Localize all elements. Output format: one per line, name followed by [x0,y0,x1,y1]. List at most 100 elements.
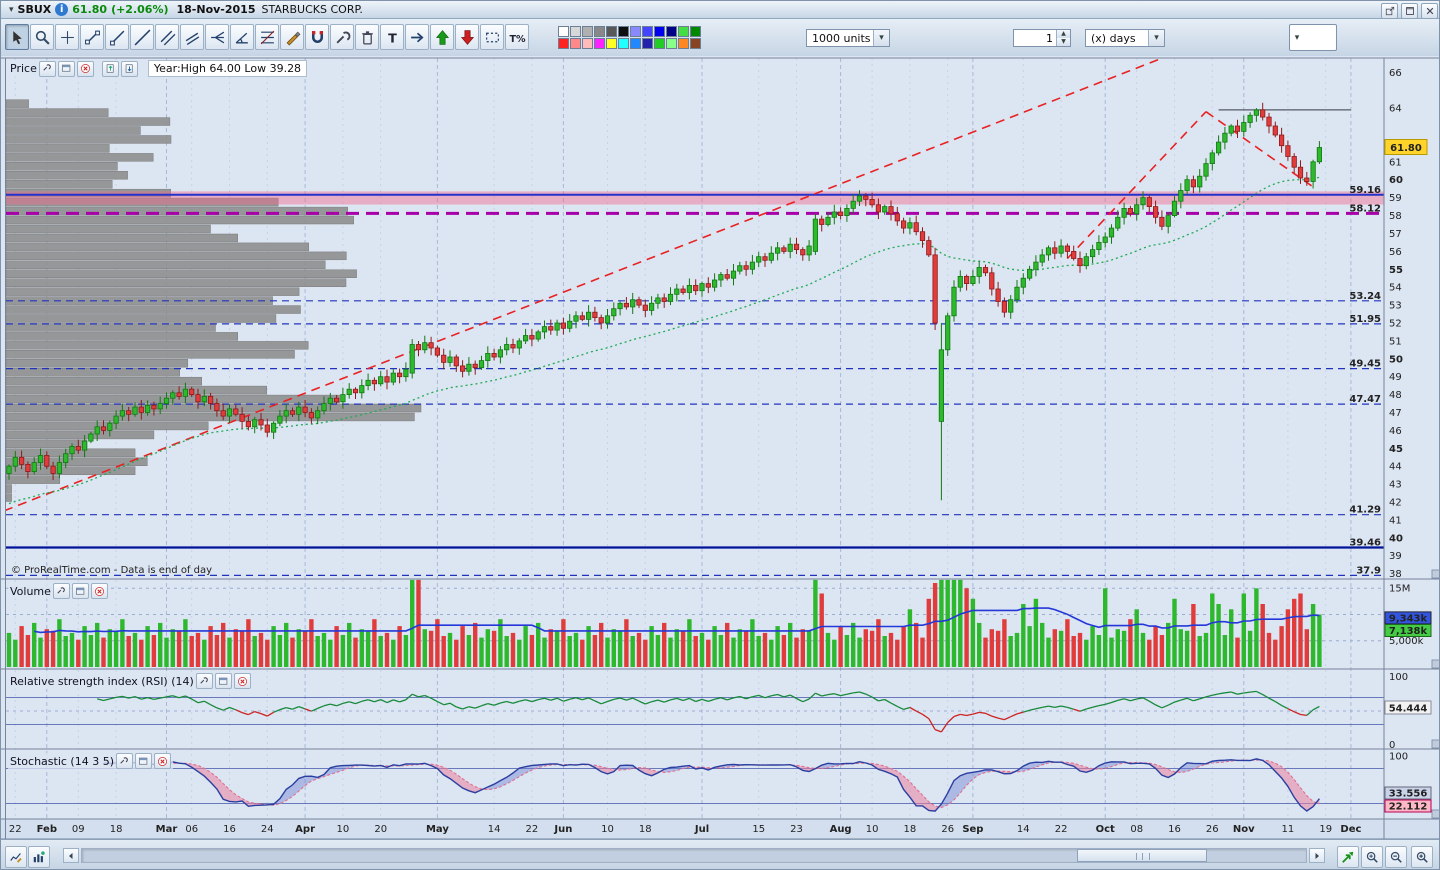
angle-line-tool-button[interactable] [230,24,254,50]
price-move-up-button[interactable] [101,60,119,77]
units-select[interactable]: 1000 units ▾ [806,29,890,47]
rsi-close-button[interactable] [233,673,251,689]
magnet-tool-button[interactable] [305,24,329,50]
trash-tool-button[interactable] [355,24,379,50]
stochastic-window-button[interactable] [135,753,153,769]
ray-tool-button[interactable] [105,24,129,50]
pencil-tool-button[interactable] [280,24,304,50]
chevron-down-icon[interactable]: ▾ [873,30,889,46]
palette-color[interactable] [642,38,653,49]
palette-color[interactable] [618,26,629,37]
svg-text:14: 14 [1017,824,1030,835]
svg-text:53.24: 53.24 [1349,291,1381,302]
svg-text:22: 22 [9,824,22,835]
svg-text:5,000k: 5,000k [1389,636,1424,647]
palette-color[interactable] [582,26,593,37]
palette-color[interactable] [594,26,605,37]
scrollbar-thumb[interactable] [1077,849,1207,862]
palette-color[interactable] [558,26,569,37]
trendlines-layer[interactable] [1,56,1351,516]
pitchfork-tool-button[interactable] [205,24,229,50]
palette-color[interactable] [678,38,689,49]
fibonacci-tool-button[interactable] [255,24,279,50]
volume-ma-line [34,607,1320,634]
panel-resize-handle[interactable] [1431,659,1440,669]
horizontal-scrollbar[interactable] [81,848,1307,863]
extended-line-tool-button[interactable] [130,24,154,50]
palette-color[interactable] [690,38,701,49]
chart-edit-button[interactable] [5,846,27,868]
svg-text:18: 18 [904,824,917,835]
palette-color[interactable] [630,38,641,49]
chevron-down-icon[interactable]: ▾ [1294,32,1300,43]
palette-color[interactable] [606,38,617,49]
palette-color[interactable] [570,38,581,49]
palette-color[interactable] [594,38,605,49]
palette-color[interactable] [678,26,689,37]
palette-color[interactable] [642,26,653,37]
text-tool-button[interactable]: T [380,24,404,50]
spinner-arrows[interactable]: ▲ ▼ [1056,30,1070,46]
timeframe-select[interactable]: (x) days ▾ [1085,29,1165,47]
zoom-in-button[interactable] [1411,846,1433,868]
svg-text:60: 60 [1389,175,1403,186]
chart-type-button[interactable]: ▾ [1289,24,1337,57]
palette-color[interactable] [666,38,677,49]
arrow-annotation-tool-button[interactable] [405,24,429,50]
zoom-tool-button[interactable] [30,24,54,50]
chart-compare-button[interactable] [28,846,50,868]
palette-color[interactable] [666,26,677,37]
pointer-tool-button[interactable] [5,24,29,50]
palette-color[interactable] [606,26,617,37]
volume-close-button[interactable] [90,583,108,599]
cross-cursor-tool-button[interactable] [55,24,79,50]
info-icon[interactable]: i [55,3,69,16]
palette-color[interactable] [690,26,701,37]
stochastic-close-button[interactable] [154,753,172,769]
price-move-down-button[interactable] [120,60,138,77]
palette-color[interactable] [582,38,593,49]
text-percent-tool-button[interactable]: T% [505,24,529,50]
zoom-out-button[interactable] [1385,846,1407,868]
close-window-button[interactable] [1421,3,1438,19]
rsi-settings-button[interactable] [195,673,213,689]
stochastic-settings-button[interactable] [116,753,134,769]
palette-color[interactable] [630,26,641,37]
svg-text:Dec: Dec [1340,824,1361,835]
volume-window-button[interactable] [71,583,89,599]
rsi-window-button[interactable] [214,673,232,689]
palette-color[interactable] [618,38,629,49]
parallel-lines-tool-button[interactable] [180,24,204,50]
palette-color[interactable] [654,38,665,49]
zoom-fit-button[interactable] [1361,846,1383,868]
auto-scroll-button[interactable] [1337,846,1359,868]
detach-window-button[interactable] [1381,3,1398,19]
price-window-button[interactable] [57,60,75,77]
trend-channel-tool-button[interactable] [155,24,179,50]
svg-text:50: 50 [1389,354,1403,365]
change-percent-label: (+2.06%) [111,3,169,16]
down-arrow-tool-button[interactable] [455,24,479,50]
palette-color[interactable] [654,26,665,37]
volume-settings-button[interactable] [52,583,70,599]
panel-resize-handle[interactable] [1431,809,1440,819]
units-select-value: 1000 units [812,31,871,45]
palette-color[interactable] [570,26,581,37]
maximize-button[interactable] [1401,3,1418,19]
main-chart[interactable]: 59.16 58.12 53.24 51.95 49.45 47.47 41.29 39.46… [1,56,1440,839]
segment-tool-button[interactable] [80,24,104,50]
zone-select-tool-button[interactable] [480,24,504,50]
price-close-button[interactable] [76,60,94,77]
timeframe-select-value: (x) days [1091,31,1136,45]
up-arrow-tool-button[interactable] [430,24,454,50]
symbol-chevron-down-icon[interactable]: ▾ [9,4,14,15]
period-input[interactable]: 1 ▲ ▼ [1013,29,1071,47]
price-settings-button[interactable] [38,60,56,77]
chevron-down-icon[interactable]: ▾ [1148,30,1164,46]
tools-tool-button[interactable] [330,24,354,50]
scroll-right-button[interactable] [1309,848,1325,863]
panel-resize-handle[interactable] [1431,739,1440,749]
palette-color[interactable] [558,38,569,49]
panel-resize-handle[interactable] [1431,569,1440,579]
scroll-left-button[interactable] [63,848,79,863]
